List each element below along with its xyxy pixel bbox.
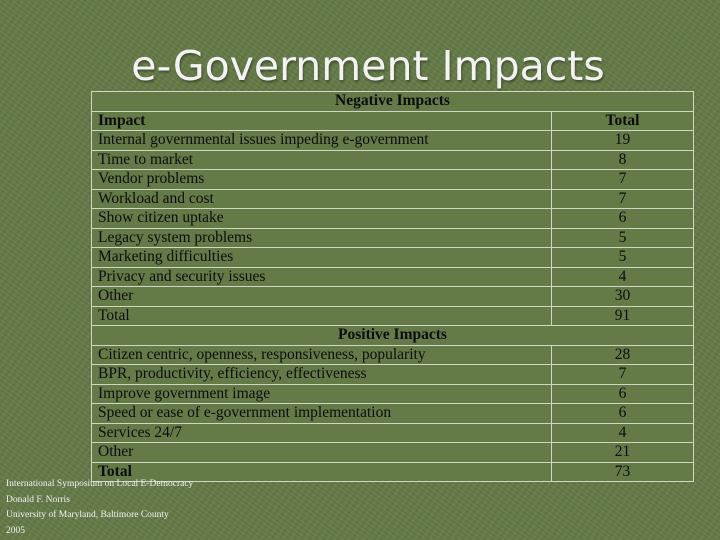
impact-label: Other xyxy=(91,442,552,463)
impact-total: 4 xyxy=(551,422,694,443)
impact-total: 30 xyxy=(551,286,694,307)
impact-label: Total xyxy=(91,461,552,482)
table-row: Internal governmental issues impeding e-… xyxy=(91,130,694,151)
impact-label: Total xyxy=(91,305,552,326)
impact-label: BPR, productivity, efficiency, effective… xyxy=(91,364,552,385)
positive-impacts-heading: Positive Impacts xyxy=(91,325,694,346)
impacts-table: Negative Impacts Impact Total Internal g… xyxy=(91,91,694,482)
table-row: Citizen centric, openness, responsivenes… xyxy=(91,344,694,365)
positive-impacts-header-row: Positive Impacts xyxy=(91,325,694,346)
impact-label: Improve government image xyxy=(91,383,552,404)
impact-total: 21 xyxy=(551,442,694,463)
impact-total: 6 xyxy=(551,403,694,424)
impact-total: 6 xyxy=(551,208,694,229)
table-row: Services 24/7 4 xyxy=(91,422,694,443)
impact-label: Workload and cost xyxy=(91,188,552,209)
table-row: Total 73 xyxy=(91,461,694,482)
impact-label: Marketing difficulties xyxy=(91,247,552,268)
impact-label: Speed or ease of e-government implementa… xyxy=(91,403,552,424)
column-header-row: Impact Total xyxy=(91,110,694,131)
table-row: Improve government image 6 xyxy=(91,383,694,404)
impact-total: 8 xyxy=(551,149,694,170)
table-row: Show citizen uptake 6 xyxy=(91,208,694,229)
footer-author: Donald F. Norris xyxy=(6,494,70,505)
table-row: BPR, productivity, efficiency, effective… xyxy=(91,364,694,385)
impact-label: Show citizen uptake xyxy=(91,208,552,229)
impact-label: Other xyxy=(91,286,552,307)
table-row: Vendor problems 7 xyxy=(91,169,694,190)
table-row: Other 30 xyxy=(91,286,694,307)
table-row: Speed or ease of e-government implementa… xyxy=(91,403,694,424)
table-row: Legacy system problems 5 xyxy=(91,227,694,248)
impact-total: 73 xyxy=(551,461,694,482)
impact-total: 4 xyxy=(551,266,694,287)
impact-total: 19 xyxy=(551,130,694,151)
impact-total: 7 xyxy=(551,364,694,385)
slide-title: e-Government Impacts xyxy=(131,42,605,90)
impact-label: Citizen centric, openness, responsivenes… xyxy=(91,344,552,365)
impact-label: Internal governmental issues impeding e-… xyxy=(91,130,552,151)
impact-label: Services 24/7 xyxy=(91,422,552,443)
table-row: Total 91 xyxy=(91,305,694,326)
impact-label: Time to market xyxy=(91,149,552,170)
column-header-total: Total xyxy=(551,110,694,131)
impact-total: 7 xyxy=(551,188,694,209)
slide-footer: International Symposium on Local E-Democ… xyxy=(6,477,193,539)
impact-label: Vendor problems xyxy=(91,169,552,190)
impact-total: 7 xyxy=(551,169,694,190)
table-row: Other 21 xyxy=(91,442,694,463)
footer-institution: University of Maryland, Baltimore County xyxy=(6,510,169,520)
impact-label: Legacy system problems xyxy=(91,227,552,248)
impact-total: 5 xyxy=(551,247,694,268)
table-row: Time to market 8 xyxy=(91,149,694,170)
impact-total: 5 xyxy=(551,227,694,248)
impact-label: Privacy and security issues xyxy=(91,266,552,287)
table-row: Privacy and security issues 4 xyxy=(91,266,694,287)
impact-total: 28 xyxy=(551,344,694,365)
impact-total: 6 xyxy=(551,383,694,404)
table-row: Marketing difficulties 5 xyxy=(91,247,694,268)
negative-impacts-heading: Negative Impacts xyxy=(91,91,694,112)
table-row: Workload and cost 7 xyxy=(91,188,694,209)
footer-event: International Symposium on Local E-Democ… xyxy=(6,479,194,489)
column-header-impact: Impact xyxy=(91,110,552,131)
footer-year: 2005 xyxy=(6,525,25,536)
negative-impacts-header-row: Negative Impacts xyxy=(91,91,694,112)
impact-total: 91 xyxy=(551,305,694,326)
